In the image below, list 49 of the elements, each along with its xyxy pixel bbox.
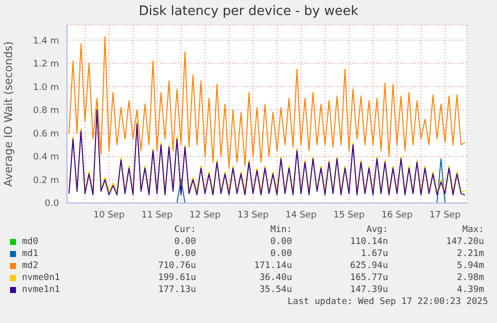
- x-tick-label: 15 Sep: [333, 210, 365, 220]
- text: 1.67u: [360, 248, 388, 260]
- text: 710.76u: [157, 260, 196, 272]
- text: 625.94u: [349, 260, 388, 272]
- text: 177.13u: [157, 284, 196, 296]
- y-tick-label: 0.2 m: [33, 176, 59, 186]
- text: Min:: [269, 224, 292, 236]
- legend-label: nvme1n1: [22, 284, 60, 296]
- text: 165.77u: [349, 272, 388, 284]
- text: Cur:: [173, 224, 196, 236]
- y-tick-label: 0.4 m: [33, 152, 59, 163]
- text: 4.39m: [456, 284, 484, 296]
- legend-label: md0: [22, 236, 38, 248]
- legend-label: md2: [22, 260, 38, 272]
- y-tick-label: 0.8 m: [33, 106, 59, 116]
- text: 35.54u: [258, 284, 292, 296]
- text: 0.00: [269, 236, 292, 248]
- y-tick-label: 0.0: [44, 199, 60, 210]
- text: 2.98m: [456, 272, 484, 284]
- text: 110.14n: [349, 236, 388, 248]
- x-tick-label: 11 Sep: [141, 210, 173, 220]
- x-tick-label: 12 Sep: [189, 210, 221, 220]
- text: 2.21m: [456, 248, 484, 260]
- y-tick-label: 0.6 m: [33, 129, 59, 140]
- y-axis-title: Average IO Wait (seconds): [2, 41, 15, 187]
- text: 171.14u: [253, 260, 292, 272]
- x-tick-label: 10 Sep: [93, 210, 125, 220]
- x-tick-label: 17 Sep: [429, 210, 461, 220]
- text: 0.00: [173, 248, 196, 260]
- text: 0.00: [269, 248, 292, 260]
- y-tick-label: 1.4 m: [33, 36, 59, 46]
- text: 36.40u: [258, 272, 292, 284]
- x-tick-label: 13 Sep: [237, 210, 269, 220]
- text: Max:: [461, 224, 484, 236]
- text: 147.20u: [445, 236, 484, 248]
- legend-label: md1: [22, 248, 38, 260]
- text: 199.61u: [157, 272, 196, 284]
- text: Last update: Wed Sep 17 22:00:23 2025: [286, 296, 488, 308]
- y-tick-label: 1.2 m: [33, 60, 59, 70]
- legend-label: nvme0n1: [22, 272, 60, 284]
- chart-title: Disk latency per device - by week: [138, 4, 360, 19]
- text: 147.39u: [349, 284, 388, 296]
- y-tick-label: 1.0 m: [33, 82, 59, 93]
- text: 0.00: [173, 236, 196, 248]
- x-tick-label: 14 Sep: [285, 210, 317, 220]
- x-tick-label: 16 Sep: [381, 210, 413, 220]
- text: 5.94m: [456, 260, 484, 272]
- text: Avg:: [365, 224, 388, 236]
- line-series: [68, 36, 466, 169]
